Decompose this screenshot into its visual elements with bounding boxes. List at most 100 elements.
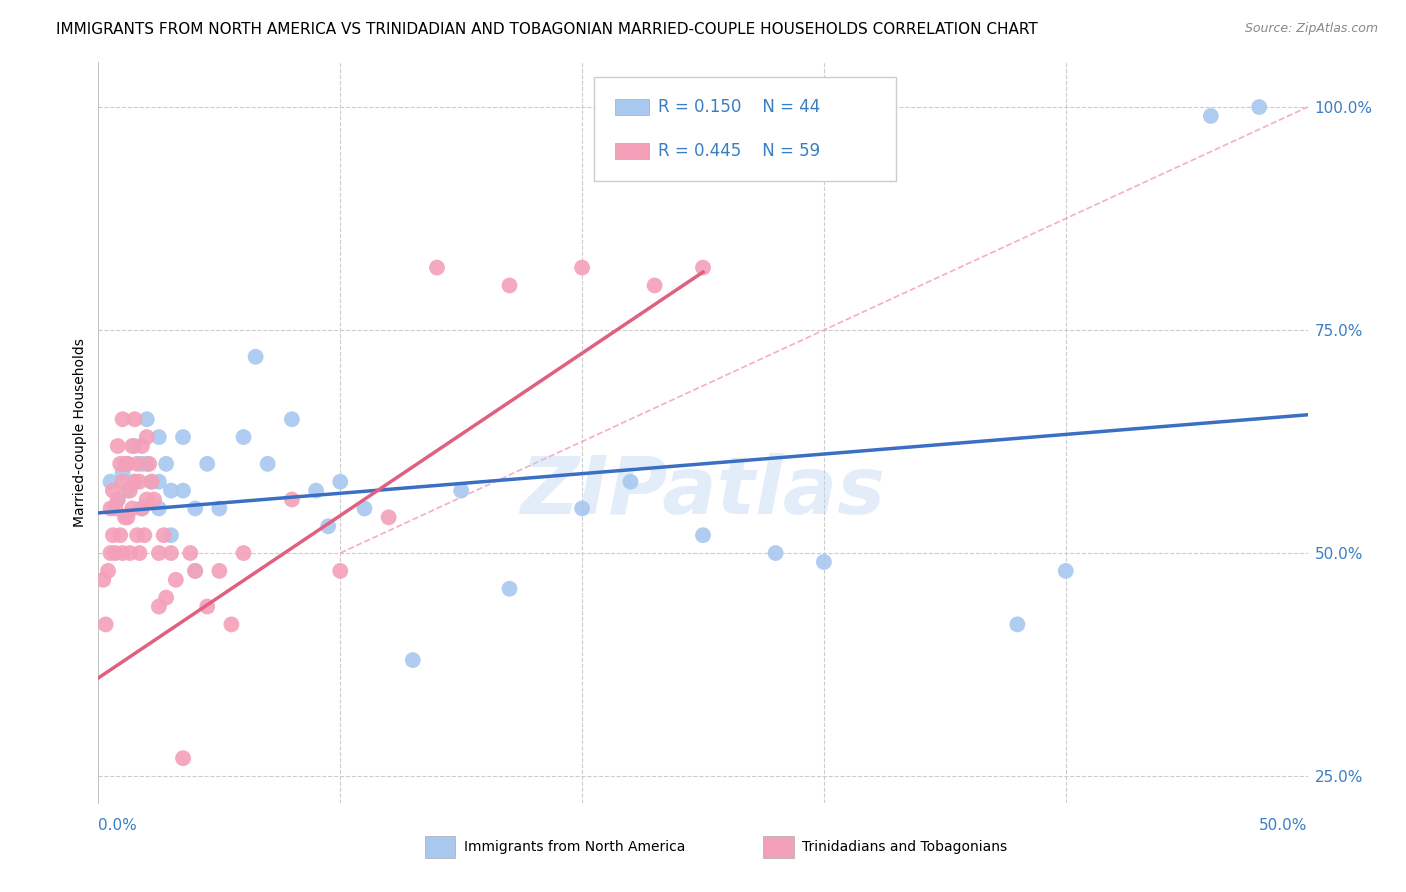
Point bbox=[131, 501, 153, 516]
Point bbox=[124, 475, 146, 489]
Point bbox=[148, 599, 170, 614]
Point bbox=[353, 501, 375, 516]
Point bbox=[148, 546, 170, 560]
Point bbox=[195, 599, 218, 614]
Point bbox=[104, 501, 127, 516]
Y-axis label: Married-couple Households: Married-couple Households bbox=[73, 338, 87, 527]
Point bbox=[131, 501, 153, 516]
Point bbox=[124, 439, 146, 453]
Text: IMMIGRANTS FROM NORTH AMERICA VS TRINIDADIAN AND TOBAGONIAN MARRIED-COUPLE HOUSE: IMMIGRANTS FROM NORTH AMERICA VS TRINIDA… bbox=[56, 22, 1038, 37]
Point bbox=[114, 457, 136, 471]
Point bbox=[1249, 100, 1271, 114]
Point bbox=[135, 492, 157, 507]
Point bbox=[111, 466, 134, 480]
Point bbox=[111, 475, 134, 489]
Point bbox=[813, 555, 835, 569]
Point bbox=[100, 546, 122, 560]
Point bbox=[118, 546, 141, 560]
FancyBboxPatch shape bbox=[614, 99, 648, 115]
Point bbox=[97, 564, 120, 578]
Text: ZIPatlas: ZIPatlas bbox=[520, 453, 886, 531]
Text: R = 0.445    N = 59: R = 0.445 N = 59 bbox=[658, 143, 820, 161]
FancyBboxPatch shape bbox=[763, 836, 794, 858]
Point bbox=[195, 457, 218, 471]
Point bbox=[172, 751, 194, 765]
Point bbox=[128, 546, 150, 560]
Point bbox=[160, 546, 183, 560]
Text: Source: ZipAtlas.com: Source: ZipAtlas.com bbox=[1244, 22, 1378, 36]
Point bbox=[316, 519, 339, 533]
Point bbox=[281, 412, 304, 426]
Point bbox=[117, 457, 139, 471]
Text: 50.0%: 50.0% bbox=[1260, 818, 1308, 832]
Point bbox=[94, 617, 117, 632]
Point bbox=[184, 564, 207, 578]
Point bbox=[143, 492, 166, 507]
Point bbox=[329, 564, 352, 578]
Text: Immigrants from North America: Immigrants from North America bbox=[464, 840, 685, 855]
Point bbox=[221, 617, 243, 632]
Point bbox=[108, 457, 131, 471]
Point bbox=[172, 483, 194, 498]
Point bbox=[124, 412, 146, 426]
Point bbox=[91, 573, 114, 587]
Point bbox=[117, 457, 139, 471]
Point bbox=[117, 510, 139, 524]
Point bbox=[426, 260, 449, 275]
Text: 0.0%: 0.0% bbox=[98, 818, 138, 832]
Point bbox=[232, 546, 254, 560]
Point bbox=[765, 546, 787, 560]
Point bbox=[114, 510, 136, 524]
Point bbox=[208, 564, 231, 578]
Point bbox=[232, 430, 254, 444]
Point bbox=[377, 510, 399, 524]
Point bbox=[619, 475, 641, 489]
Point bbox=[131, 439, 153, 453]
Point bbox=[128, 475, 150, 489]
Point bbox=[121, 439, 143, 453]
Point bbox=[107, 439, 129, 453]
Text: R = 0.150    N = 44: R = 0.150 N = 44 bbox=[658, 98, 821, 116]
Point bbox=[127, 528, 149, 542]
Point bbox=[134, 528, 156, 542]
Point bbox=[101, 483, 124, 498]
Point bbox=[245, 350, 267, 364]
Point bbox=[571, 260, 593, 275]
Point bbox=[135, 430, 157, 444]
Point bbox=[644, 278, 666, 293]
FancyBboxPatch shape bbox=[595, 78, 897, 181]
Point bbox=[108, 528, 131, 542]
Point bbox=[131, 457, 153, 471]
Point bbox=[498, 582, 520, 596]
Point bbox=[121, 501, 143, 516]
Point bbox=[148, 475, 170, 489]
Point bbox=[155, 457, 177, 471]
Point bbox=[692, 260, 714, 275]
Point bbox=[155, 591, 177, 605]
Point bbox=[111, 412, 134, 426]
Point bbox=[138, 457, 160, 471]
Point bbox=[141, 475, 163, 489]
Point bbox=[571, 501, 593, 516]
Point bbox=[100, 475, 122, 489]
Point bbox=[107, 492, 129, 507]
Point bbox=[141, 475, 163, 489]
FancyBboxPatch shape bbox=[425, 836, 456, 858]
Text: Trinidadians and Tobagonians: Trinidadians and Tobagonians bbox=[803, 840, 1007, 855]
Point bbox=[329, 475, 352, 489]
Point bbox=[281, 492, 304, 507]
Point bbox=[208, 501, 231, 516]
Point bbox=[118, 483, 141, 498]
Point bbox=[160, 528, 183, 542]
Point bbox=[450, 483, 472, 498]
Point bbox=[1054, 564, 1077, 578]
Point bbox=[104, 546, 127, 560]
Point bbox=[692, 528, 714, 542]
Point bbox=[127, 457, 149, 471]
Point bbox=[148, 430, 170, 444]
Point bbox=[101, 528, 124, 542]
Point bbox=[256, 457, 278, 471]
Point bbox=[107, 492, 129, 507]
Point bbox=[179, 546, 201, 560]
Point bbox=[1007, 617, 1029, 632]
